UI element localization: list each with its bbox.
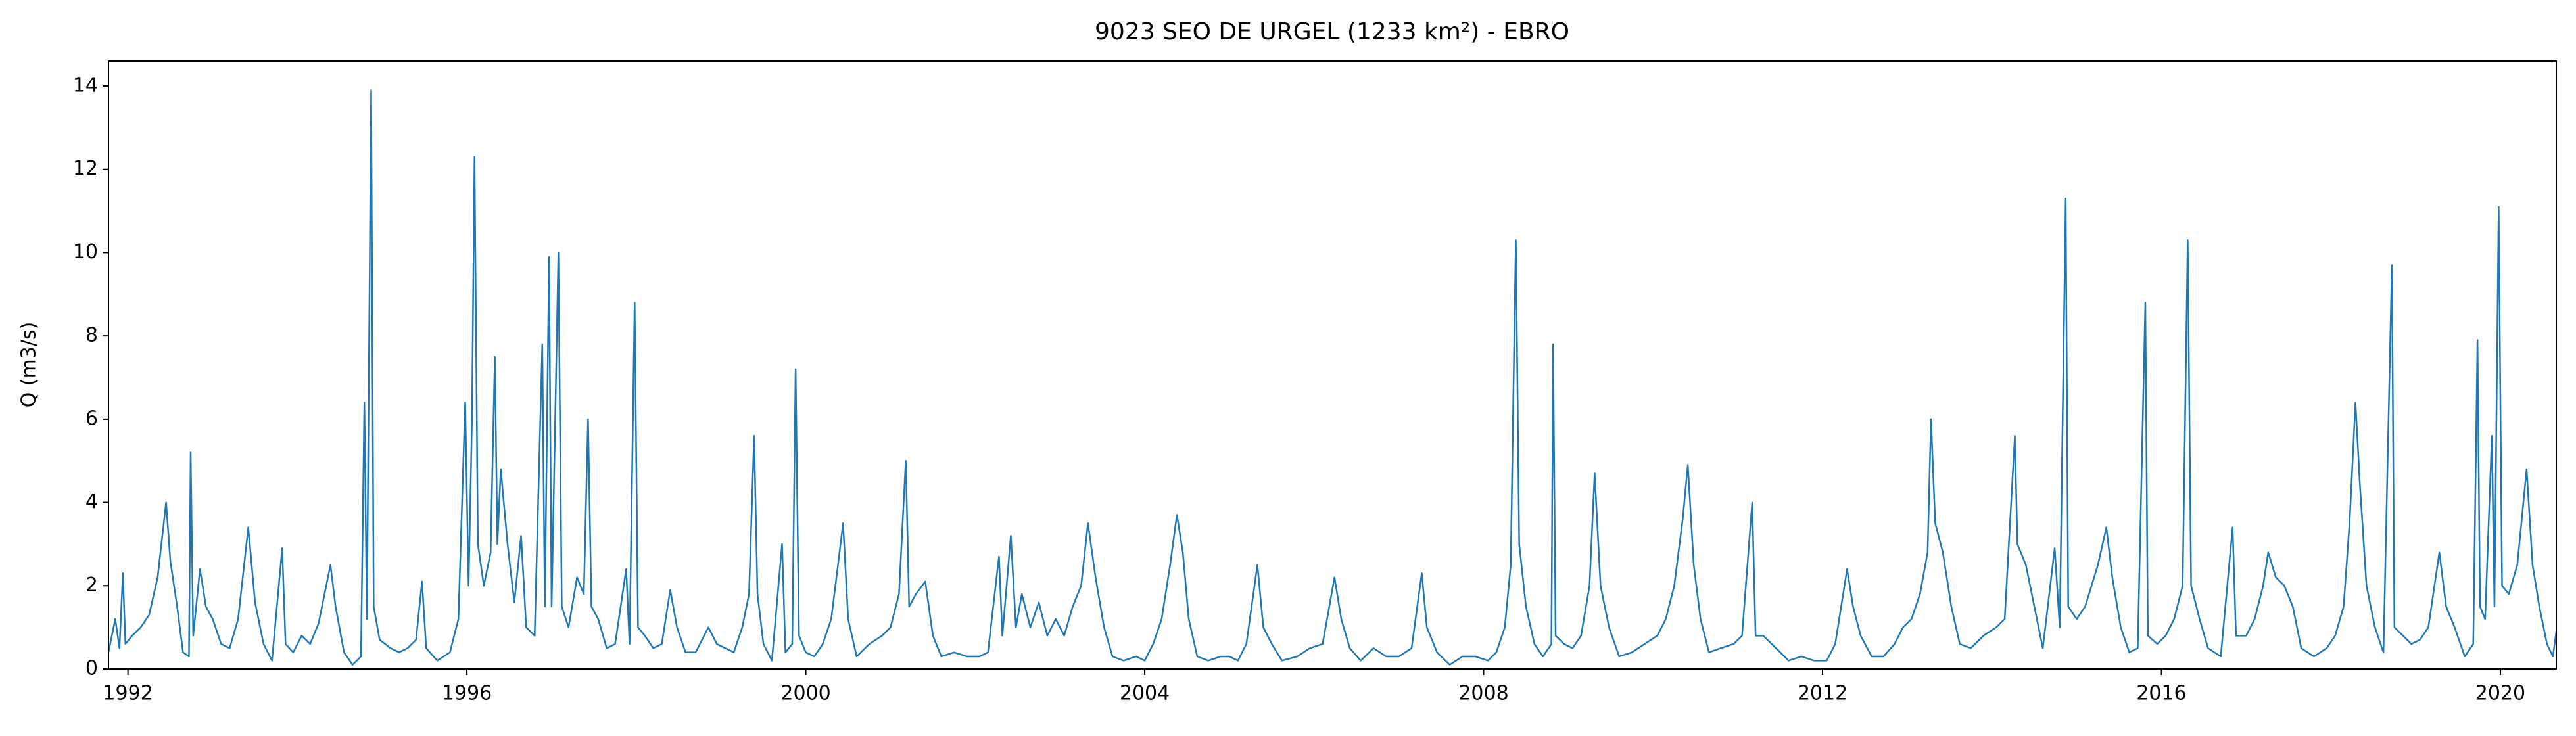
y-tick-label: 4: [85, 490, 98, 513]
y-tick-label: 2: [85, 574, 98, 597]
x-tick-label: 2012: [1798, 682, 1848, 705]
y-tick-label: 8: [85, 324, 98, 347]
x-tick-label: 2000: [780, 682, 830, 705]
chart-title: 9023 SEO DE URGEL (1233 km²) - EBRO: [1095, 18, 1569, 45]
x-tick-label: 2008: [1458, 682, 1508, 705]
y-axis-label: Q (m3/s): [18, 322, 41, 408]
y-tick-label: 6: [85, 407, 98, 430]
x-tick-label: 2020: [2475, 682, 2525, 705]
y-tick-label: 10: [73, 241, 98, 264]
y-tick-label: 0: [85, 657, 98, 680]
x-tick-label: 1996: [442, 682, 492, 705]
plot-frame: [108, 60, 2557, 670]
y-tick-label: 14: [73, 74, 98, 97]
x-tick-label: 1992: [103, 682, 153, 705]
series-line: [107, 89, 2558, 666]
y-tick-label: 12: [73, 157, 98, 180]
x-tick-label: 2004: [1120, 682, 1170, 705]
x-tick-label: 2016: [2136, 682, 2186, 705]
